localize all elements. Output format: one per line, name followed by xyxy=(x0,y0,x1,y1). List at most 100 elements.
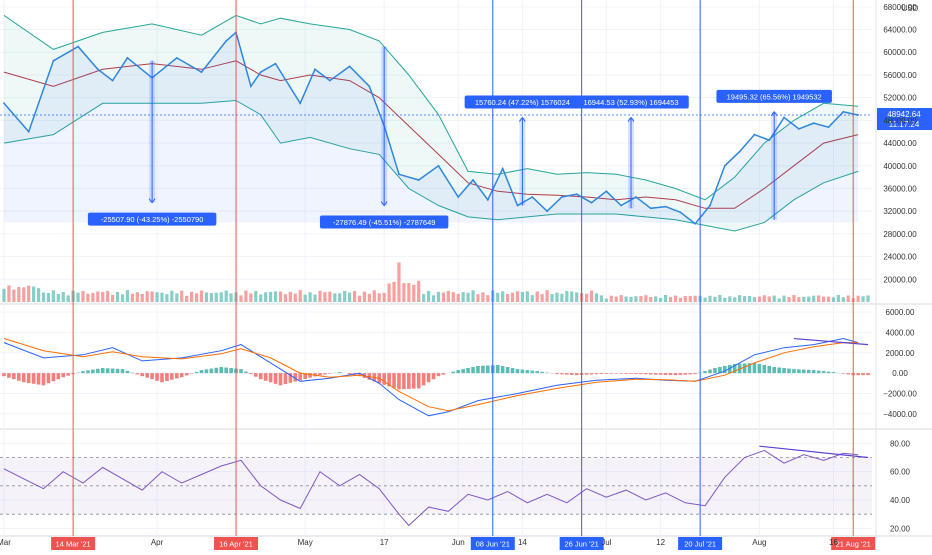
volume-bar xyxy=(27,286,30,302)
macd-histogram-bar xyxy=(37,373,41,384)
macd-histogram-bar xyxy=(777,368,781,374)
volume-bar xyxy=(654,296,657,302)
macd-histogram-bar xyxy=(57,373,61,379)
macd-histogram-bar xyxy=(136,373,140,374)
volume-bar xyxy=(486,295,489,302)
y-tick-label: 40000.00 xyxy=(883,162,917,171)
volume-bar xyxy=(116,292,119,302)
y-tick-label: 32000.00 xyxy=(883,207,917,216)
volume-bar xyxy=(274,291,277,302)
macd-histogram-bar xyxy=(787,369,791,374)
macd-histogram-bar xyxy=(763,365,767,373)
macd-histogram-bar xyxy=(481,366,485,373)
volume-bar xyxy=(447,291,450,302)
volume-bar xyxy=(797,297,800,302)
x-tick-label: 12 xyxy=(656,538,665,547)
marker-date-label: 16 Apr '21 xyxy=(219,540,253,549)
macd-histogram-bar xyxy=(461,369,465,373)
y-tick-label: 2000.00 xyxy=(886,349,915,358)
volume-bar xyxy=(511,293,514,302)
volume-bar xyxy=(239,295,242,302)
volume-bar xyxy=(304,295,307,302)
volume-bar xyxy=(101,292,104,302)
macd-histogram-bar xyxy=(797,369,801,373)
macd-histogram-bar xyxy=(530,371,534,374)
macd-histogram-bar xyxy=(32,373,36,384)
volume-bar xyxy=(585,294,588,302)
macd-histogram-bar xyxy=(654,373,658,375)
price-point xyxy=(576,193,578,195)
volume-bar xyxy=(220,292,223,302)
volume-bar xyxy=(294,294,297,302)
macd-histogram-bar xyxy=(639,373,643,374)
macd-histogram-bar xyxy=(274,373,278,384)
macd-histogram-bar xyxy=(570,373,574,375)
volume-bar xyxy=(684,296,687,302)
macd-histogram-bar xyxy=(52,373,56,381)
macd-histogram-bar xyxy=(348,373,352,374)
macd-histogram-bar xyxy=(560,373,564,374)
volume-bar xyxy=(249,293,252,302)
volume-bar xyxy=(481,292,484,302)
volume-bar xyxy=(402,283,405,302)
volume-bar xyxy=(595,293,598,302)
macd-histogram-bar xyxy=(42,373,46,385)
price-point xyxy=(52,60,54,62)
macd-histogram-bar xyxy=(150,373,154,379)
macd-histogram-bar xyxy=(822,371,826,373)
volume-bar xyxy=(7,285,10,302)
macd-histogram-bar xyxy=(432,373,436,379)
volume-bar xyxy=(91,293,94,302)
measure-label: 16944.53 (52.93%) 1694453 xyxy=(583,98,678,107)
price-point xyxy=(472,179,474,181)
y-tick-label: −4000.00 xyxy=(883,410,917,419)
volume-bar xyxy=(550,294,553,302)
macd-histogram-bar xyxy=(323,373,327,374)
volume-bar xyxy=(378,293,381,302)
volume-bar xyxy=(387,283,390,302)
macd-histogram-bar xyxy=(832,372,836,373)
macd-histogram-bar xyxy=(338,372,342,373)
marker-date-label: 26 Jun '21 xyxy=(564,540,598,549)
macd-histogram-bar xyxy=(516,369,520,373)
volume-bar xyxy=(466,293,469,302)
marker-date-label: 14 Mar '21 xyxy=(56,540,91,549)
macd-histogram-bar xyxy=(792,369,796,373)
x-tick-label: 17 xyxy=(380,538,389,547)
volume-bar xyxy=(205,293,208,302)
volume-bar xyxy=(733,297,736,302)
macd-histogram-bar xyxy=(121,369,125,373)
volume-bar xyxy=(284,294,287,302)
macd-histogram-bar xyxy=(214,368,218,373)
macd-histogram-bar xyxy=(767,366,771,373)
measure-label: 15760.24 (47.22%) 1576024 xyxy=(475,98,570,107)
volume-bar xyxy=(570,292,573,302)
macd-histogram-bar xyxy=(861,373,865,375)
volume-bar xyxy=(437,292,440,302)
macd-histogram-bar xyxy=(605,373,609,374)
macd-histogram-bar xyxy=(412,373,416,389)
macd-histogram-bar xyxy=(614,373,618,374)
macd-histogram-bar xyxy=(521,370,525,374)
volume-bar xyxy=(328,292,331,302)
volume-bar xyxy=(703,298,706,302)
price-point xyxy=(225,40,227,42)
volume-bar xyxy=(847,296,850,302)
macd-histogram-bar xyxy=(471,367,475,373)
volume-bar xyxy=(195,293,198,302)
volume-bar xyxy=(679,298,682,302)
indicator-bands xyxy=(0,458,872,515)
marker-date-label: 20 Jul '21 xyxy=(684,540,716,549)
price-point xyxy=(349,66,351,68)
volume-bar xyxy=(121,294,124,302)
macd-histogram-bar xyxy=(170,373,174,380)
volume-bar xyxy=(768,296,771,302)
macd-histogram-bar xyxy=(185,373,189,375)
volume-bar xyxy=(259,294,262,302)
volume-bar xyxy=(496,293,499,302)
macd-histogram-bar xyxy=(205,369,209,373)
price-point xyxy=(650,207,652,209)
volume-bar xyxy=(333,293,336,302)
macd-histogram-bar xyxy=(200,370,204,373)
